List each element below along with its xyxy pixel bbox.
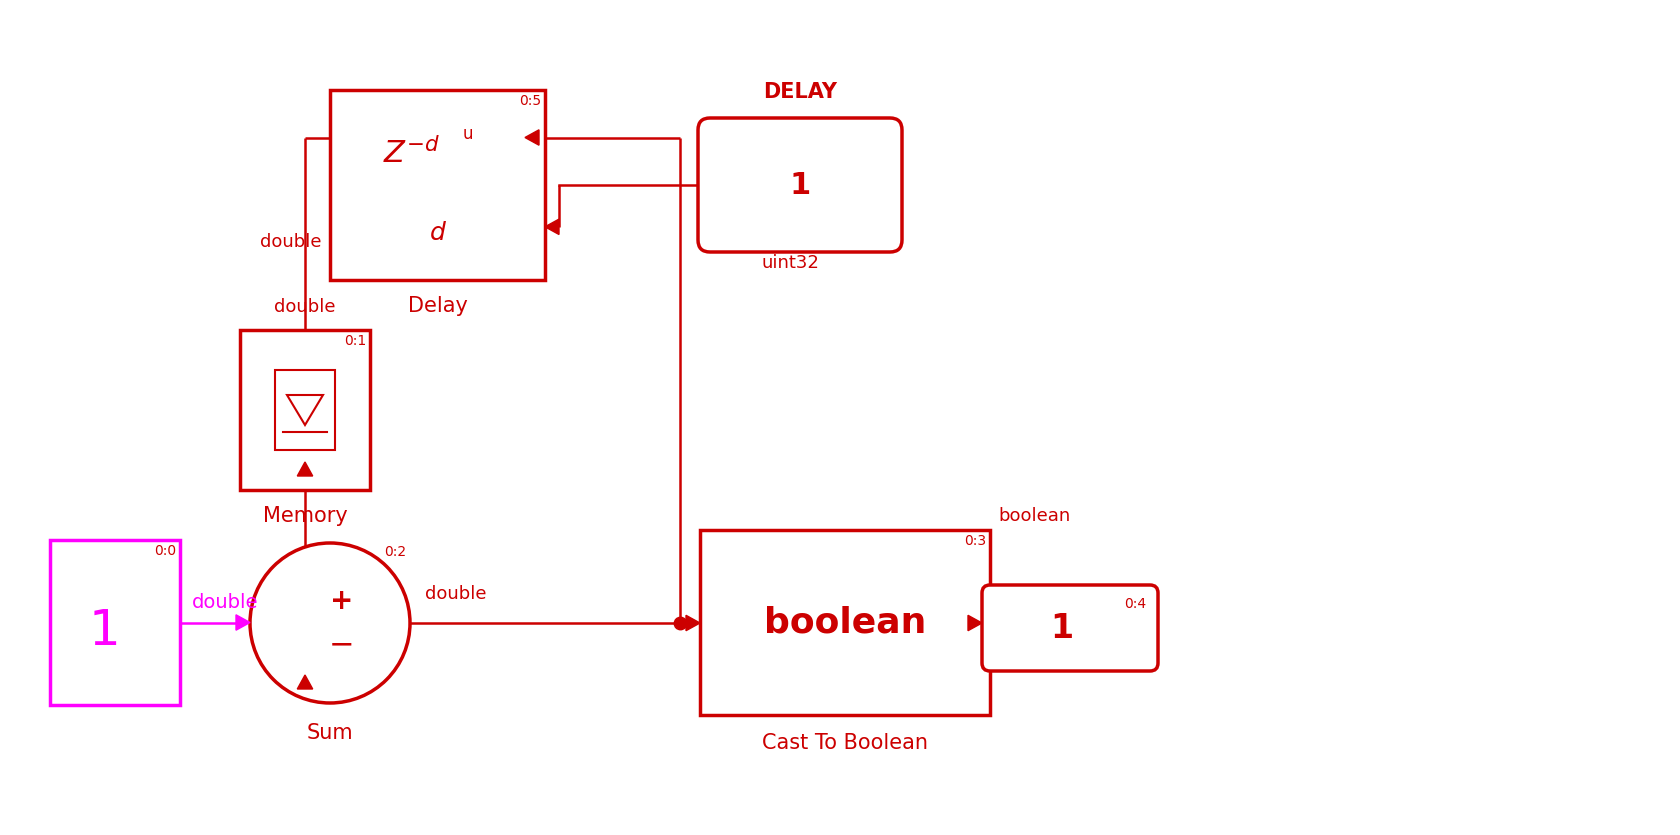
Text: double: double — [425, 585, 486, 603]
Text: 0:4: 0:4 — [1124, 597, 1146, 611]
Text: double: double — [192, 593, 259, 612]
Text: 0:1: 0:1 — [343, 334, 366, 348]
Polygon shape — [544, 219, 559, 235]
Text: Cast To Boolean: Cast To Boolean — [761, 733, 927, 753]
FancyBboxPatch shape — [240, 330, 370, 490]
Text: Memory: Memory — [262, 506, 348, 526]
Circle shape — [250, 543, 410, 703]
Polygon shape — [287, 395, 323, 425]
Text: 1: 1 — [89, 607, 121, 655]
Text: u: u — [462, 125, 472, 143]
Text: 1: 1 — [790, 170, 810, 200]
Text: boolean: boolean — [763, 605, 926, 640]
Text: DELAY: DELAY — [763, 82, 837, 102]
Text: Delay: Delay — [407, 296, 467, 316]
Text: +: + — [329, 587, 353, 615]
Polygon shape — [524, 129, 539, 145]
Text: 0:2: 0:2 — [383, 545, 407, 559]
FancyBboxPatch shape — [276, 370, 334, 450]
Polygon shape — [235, 615, 250, 630]
FancyBboxPatch shape — [697, 118, 902, 252]
Text: double: double — [260, 233, 323, 251]
Text: Sum: Sum — [306, 723, 353, 743]
FancyBboxPatch shape — [699, 530, 990, 715]
Text: double: double — [274, 298, 336, 316]
Text: boolean: boolean — [998, 507, 1070, 525]
FancyBboxPatch shape — [981, 585, 1158, 671]
FancyBboxPatch shape — [329, 90, 544, 280]
Polygon shape — [297, 675, 312, 689]
FancyBboxPatch shape — [50, 540, 180, 705]
Text: 0:3: 0:3 — [963, 534, 986, 548]
Text: d: d — [430, 220, 445, 245]
Polygon shape — [297, 462, 312, 476]
Text: 1: 1 — [1050, 611, 1074, 645]
Polygon shape — [685, 615, 699, 630]
Text: −: − — [329, 630, 354, 660]
Text: 0:0: 0:0 — [155, 544, 176, 558]
Polygon shape — [968, 615, 981, 630]
Text: 0:5: 0:5 — [519, 94, 541, 108]
Text: uint32: uint32 — [761, 254, 818, 272]
Text: $Z^{-d}$: $Z^{-d}$ — [383, 137, 440, 169]
